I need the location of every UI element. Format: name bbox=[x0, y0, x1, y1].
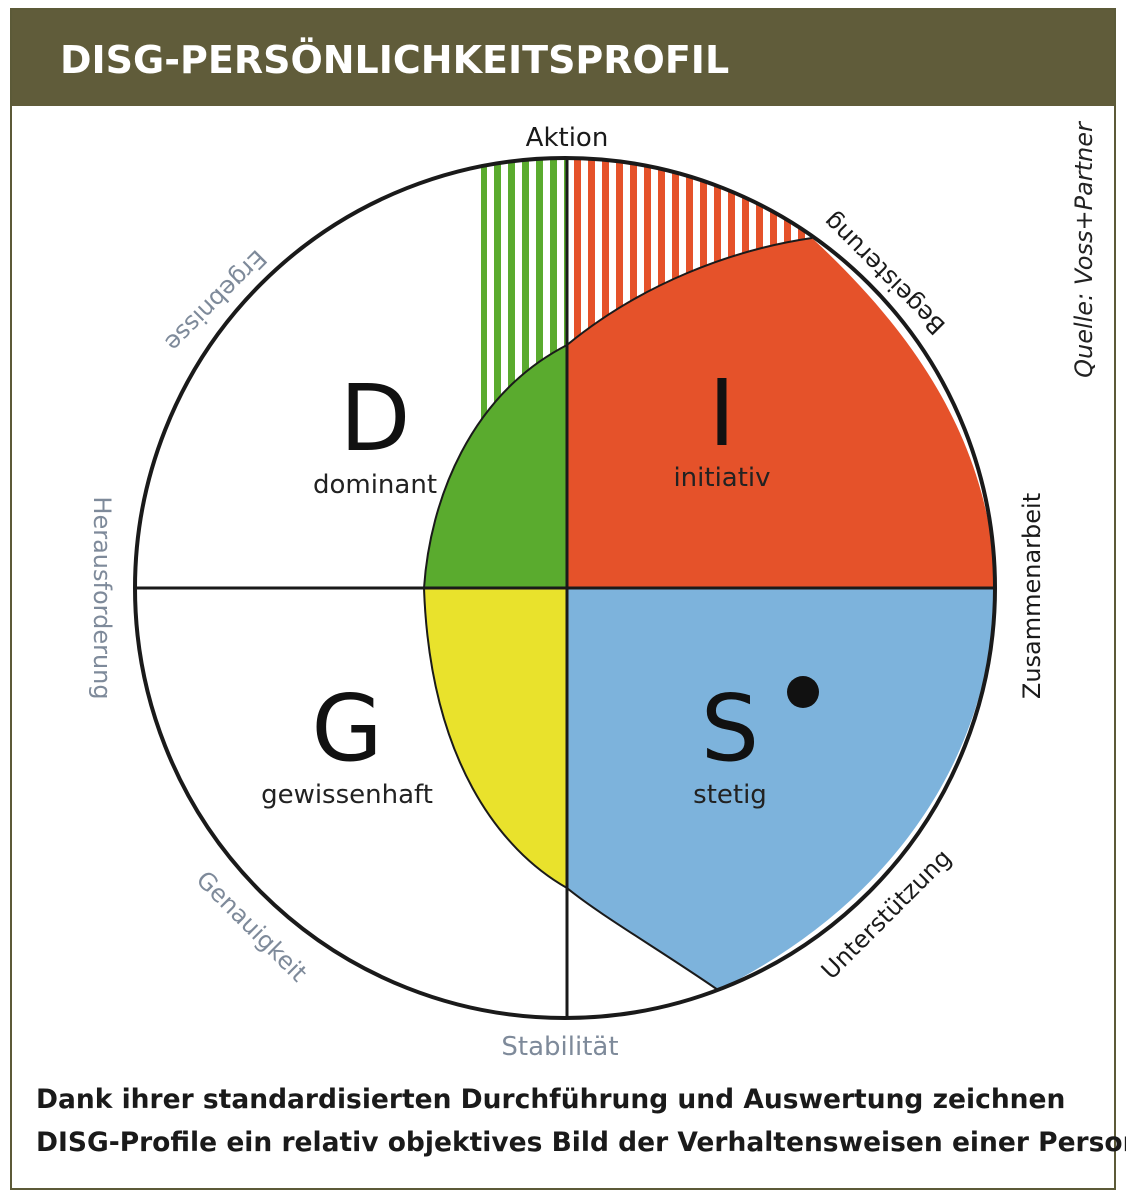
s-letter: S bbox=[701, 675, 759, 782]
disg-circle bbox=[133, 156, 997, 1020]
profile-outline bbox=[422, 344, 719, 991]
source-credit-text: Quelle: Voss+Partner bbox=[1070, 122, 1098, 378]
axis-label-right: Zusammenarbeit bbox=[1018, 493, 1046, 699]
g-quadrant-fill bbox=[423, 588, 567, 888]
i-letter: I bbox=[708, 360, 735, 467]
figure-caption: Dank ihrer standardisierten Durchführung… bbox=[36, 1078, 1126, 1164]
s-label: stetig bbox=[693, 780, 767, 810]
d-letter: D bbox=[340, 365, 411, 472]
g-label: gewissenhaft bbox=[261, 780, 433, 810]
caption-line-1: Dank ihrer standardisierten Durchführung… bbox=[36, 1084, 1066, 1115]
caption-line-2: DISG-Profile ein relativ objektives Bild… bbox=[36, 1127, 1126, 1158]
s-quadrant-fill bbox=[567, 588, 995, 990]
d-label: dominant bbox=[313, 470, 437, 500]
header-bar: DISG-PERSÖNLICHKEITSPROFIL bbox=[10, 8, 1116, 106]
axis-label-bottom: Stabilität bbox=[501, 1032, 618, 1062]
axis-label-top: Aktion bbox=[526, 123, 609, 153]
axis-label-left: Herausforderung bbox=[88, 496, 116, 699]
g-letter: G bbox=[311, 675, 382, 782]
profile-dot bbox=[787, 676, 819, 708]
i-quadrant-fill bbox=[567, 238, 995, 588]
i-label: initiativ bbox=[673, 463, 770, 493]
figure-frame bbox=[10, 8, 1116, 1190]
d-striped-zone bbox=[481, 158, 567, 430]
d-quadrant-fill bbox=[424, 345, 567, 588]
page-title: DISG-PERSÖNLICHKEITSPROFIL bbox=[60, 38, 730, 82]
profile-outline-top bbox=[566, 237, 813, 346]
